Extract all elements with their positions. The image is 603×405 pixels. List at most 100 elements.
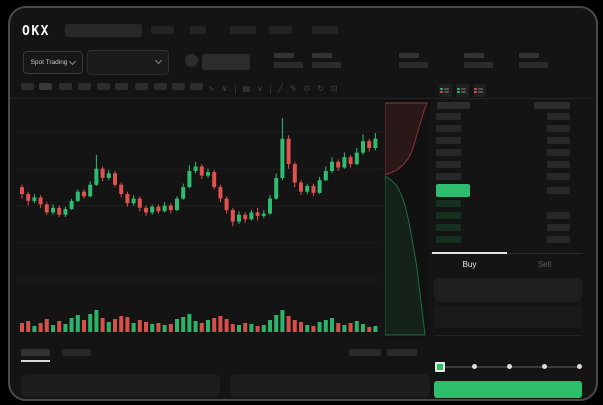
bid-row-price[interactable] <box>436 212 461 219</box>
timeframe-slot[interactable] <box>135 83 148 90</box>
volume-bar <box>342 325 347 332</box>
tab-sell[interactable]: Sell <box>537 260 552 269</box>
candlestick-chart[interactable] <box>16 102 382 338</box>
camera-icon[interactable]: ⊙ <box>303 84 311 93</box>
chevron-down-icon <box>154 56 163 65</box>
volume-bar <box>206 320 210 332</box>
volume-bar <box>299 322 303 332</box>
ask-row-price[interactable] <box>436 149 461 156</box>
depth-preview-chart[interactable] <box>385 99 430 338</box>
pair-selector-dropdown[interactable] <box>87 50 169 75</box>
fullscreen-icon[interactable]: ⊡ <box>330 84 338 93</box>
timeframe-slot[interactable] <box>97 83 110 90</box>
token-avatar <box>185 54 198 67</box>
timeframe-slot[interactable] <box>190 83 203 90</box>
bottom-right-placeholder-1[interactable] <box>349 349 381 356</box>
orders-tab-active[interactable] <box>21 349 50 356</box>
ask-row-amount[interactable] <box>547 173 570 180</box>
interval-icon[interactable]: ▤ <box>242 84 251 93</box>
candle-body <box>323 171 328 181</box>
candle-body <box>82 191 86 197</box>
nav-item[interactable] <box>269 26 292 34</box>
bottom-right-placeholder-2[interactable] <box>387 349 417 356</box>
trendline-icon[interactable]: ╱ <box>277 84 283 93</box>
volume-bar <box>354 321 359 332</box>
indicators-icon[interactable]: ∿ <box>208 84 215 93</box>
form-divider <box>434 335 582 336</box>
volume-bar <box>274 315 279 332</box>
volume-bar <box>150 324 155 332</box>
candle-body <box>119 184 124 194</box>
draw-icon[interactable]: ✎ <box>289 84 297 93</box>
candle-body <box>367 141 372 148</box>
timeframe-slot[interactable] <box>115 83 128 90</box>
refresh-icon[interactable]: ↻ <box>317 84 324 93</box>
slider-stop[interactable] <box>542 364 547 369</box>
ask-row-price[interactable] <box>436 161 461 168</box>
amount-input[interactable] <box>434 306 582 328</box>
slider-stop[interactable] <box>472 364 477 369</box>
toolbar-divider <box>234 84 236 94</box>
slider-stop[interactable] <box>507 364 512 369</box>
bid-row-price[interactable] <box>436 224 461 231</box>
buy-submit-button[interactable] <box>434 381 582 398</box>
candle-body <box>94 168 99 185</box>
timeframe-slot[interactable] <box>39 83 52 90</box>
ask-row-price[interactable] <box>436 125 461 132</box>
ask-row-price[interactable] <box>436 113 461 120</box>
bid-row-price[interactable] <box>436 236 461 243</box>
volume-bar <box>323 320 328 332</box>
candle-body <box>354 152 359 165</box>
orders-tab-underline <box>21 360 50 362</box>
stat-label-placeholder <box>274 53 294 58</box>
ask-row-price[interactable] <box>436 173 461 180</box>
nav-item[interactable] <box>312 26 338 34</box>
bid-row-amount[interactable] <box>547 224 570 231</box>
ask-row-amount[interactable] <box>547 113 570 120</box>
candle-body <box>88 184 93 197</box>
slider-handle[interactable] <box>435 362 445 372</box>
history-tab[interactable] <box>62 349 91 356</box>
volume-bar <box>113 319 117 332</box>
market-type-selector[interactable]: Spot Trading <box>23 51 83 74</box>
bid-row-amount[interactable] <box>547 212 570 219</box>
price-input[interactable] <box>434 278 582 302</box>
candle-body <box>144 207 148 213</box>
volume-bar <box>286 316 291 332</box>
nav-item[interactable] <box>190 26 206 34</box>
nav-item[interactable] <box>230 26 256 34</box>
last-price-highlight[interactable] <box>436 184 470 197</box>
slider-stop[interactable] <box>577 364 582 369</box>
bid-row-amount[interactable] <box>547 236 570 243</box>
ask-row-amount[interactable] <box>547 149 570 156</box>
timeframe-slot[interactable] <box>172 83 185 90</box>
chevron-down-icon[interactable]: ∨ <box>257 84 263 93</box>
combined-book-icon[interactable] <box>439 84 452 97</box>
timeframe-slot[interactable] <box>21 83 34 90</box>
ask-row-amount[interactable] <box>547 137 570 144</box>
chevron-down-icon[interactable]: ∨ <box>221 84 228 93</box>
timeframe-slot[interactable] <box>78 83 91 90</box>
nav-item[interactable] <box>151 26 174 34</box>
icon-bar <box>461 88 466 90</box>
bids-only-icon[interactable] <box>456 84 469 97</box>
ask-row-amount[interactable] <box>547 161 570 168</box>
candle-body <box>330 161 334 171</box>
candle-body <box>261 213 266 216</box>
timeframe-slot[interactable] <box>59 83 72 90</box>
candle-body <box>249 212 254 220</box>
volume-bar <box>63 324 68 332</box>
search-input[interactable] <box>65 24 142 37</box>
ask-row-amount[interactable] <box>547 125 570 132</box>
candle-body <box>32 197 37 201</box>
volume-bar <box>224 319 229 332</box>
tab-buy[interactable]: Buy <box>462 260 477 269</box>
bid-row-price[interactable] <box>436 200 461 207</box>
ask-row-price[interactable] <box>436 137 461 144</box>
timeframe-slot[interactable] <box>154 83 167 90</box>
volume-bar <box>199 323 204 332</box>
asks-only-icon[interactable] <box>473 84 486 97</box>
candle-body <box>100 168 105 178</box>
orderbook-amount-header <box>534 102 570 109</box>
volume-bar <box>373 326 378 332</box>
